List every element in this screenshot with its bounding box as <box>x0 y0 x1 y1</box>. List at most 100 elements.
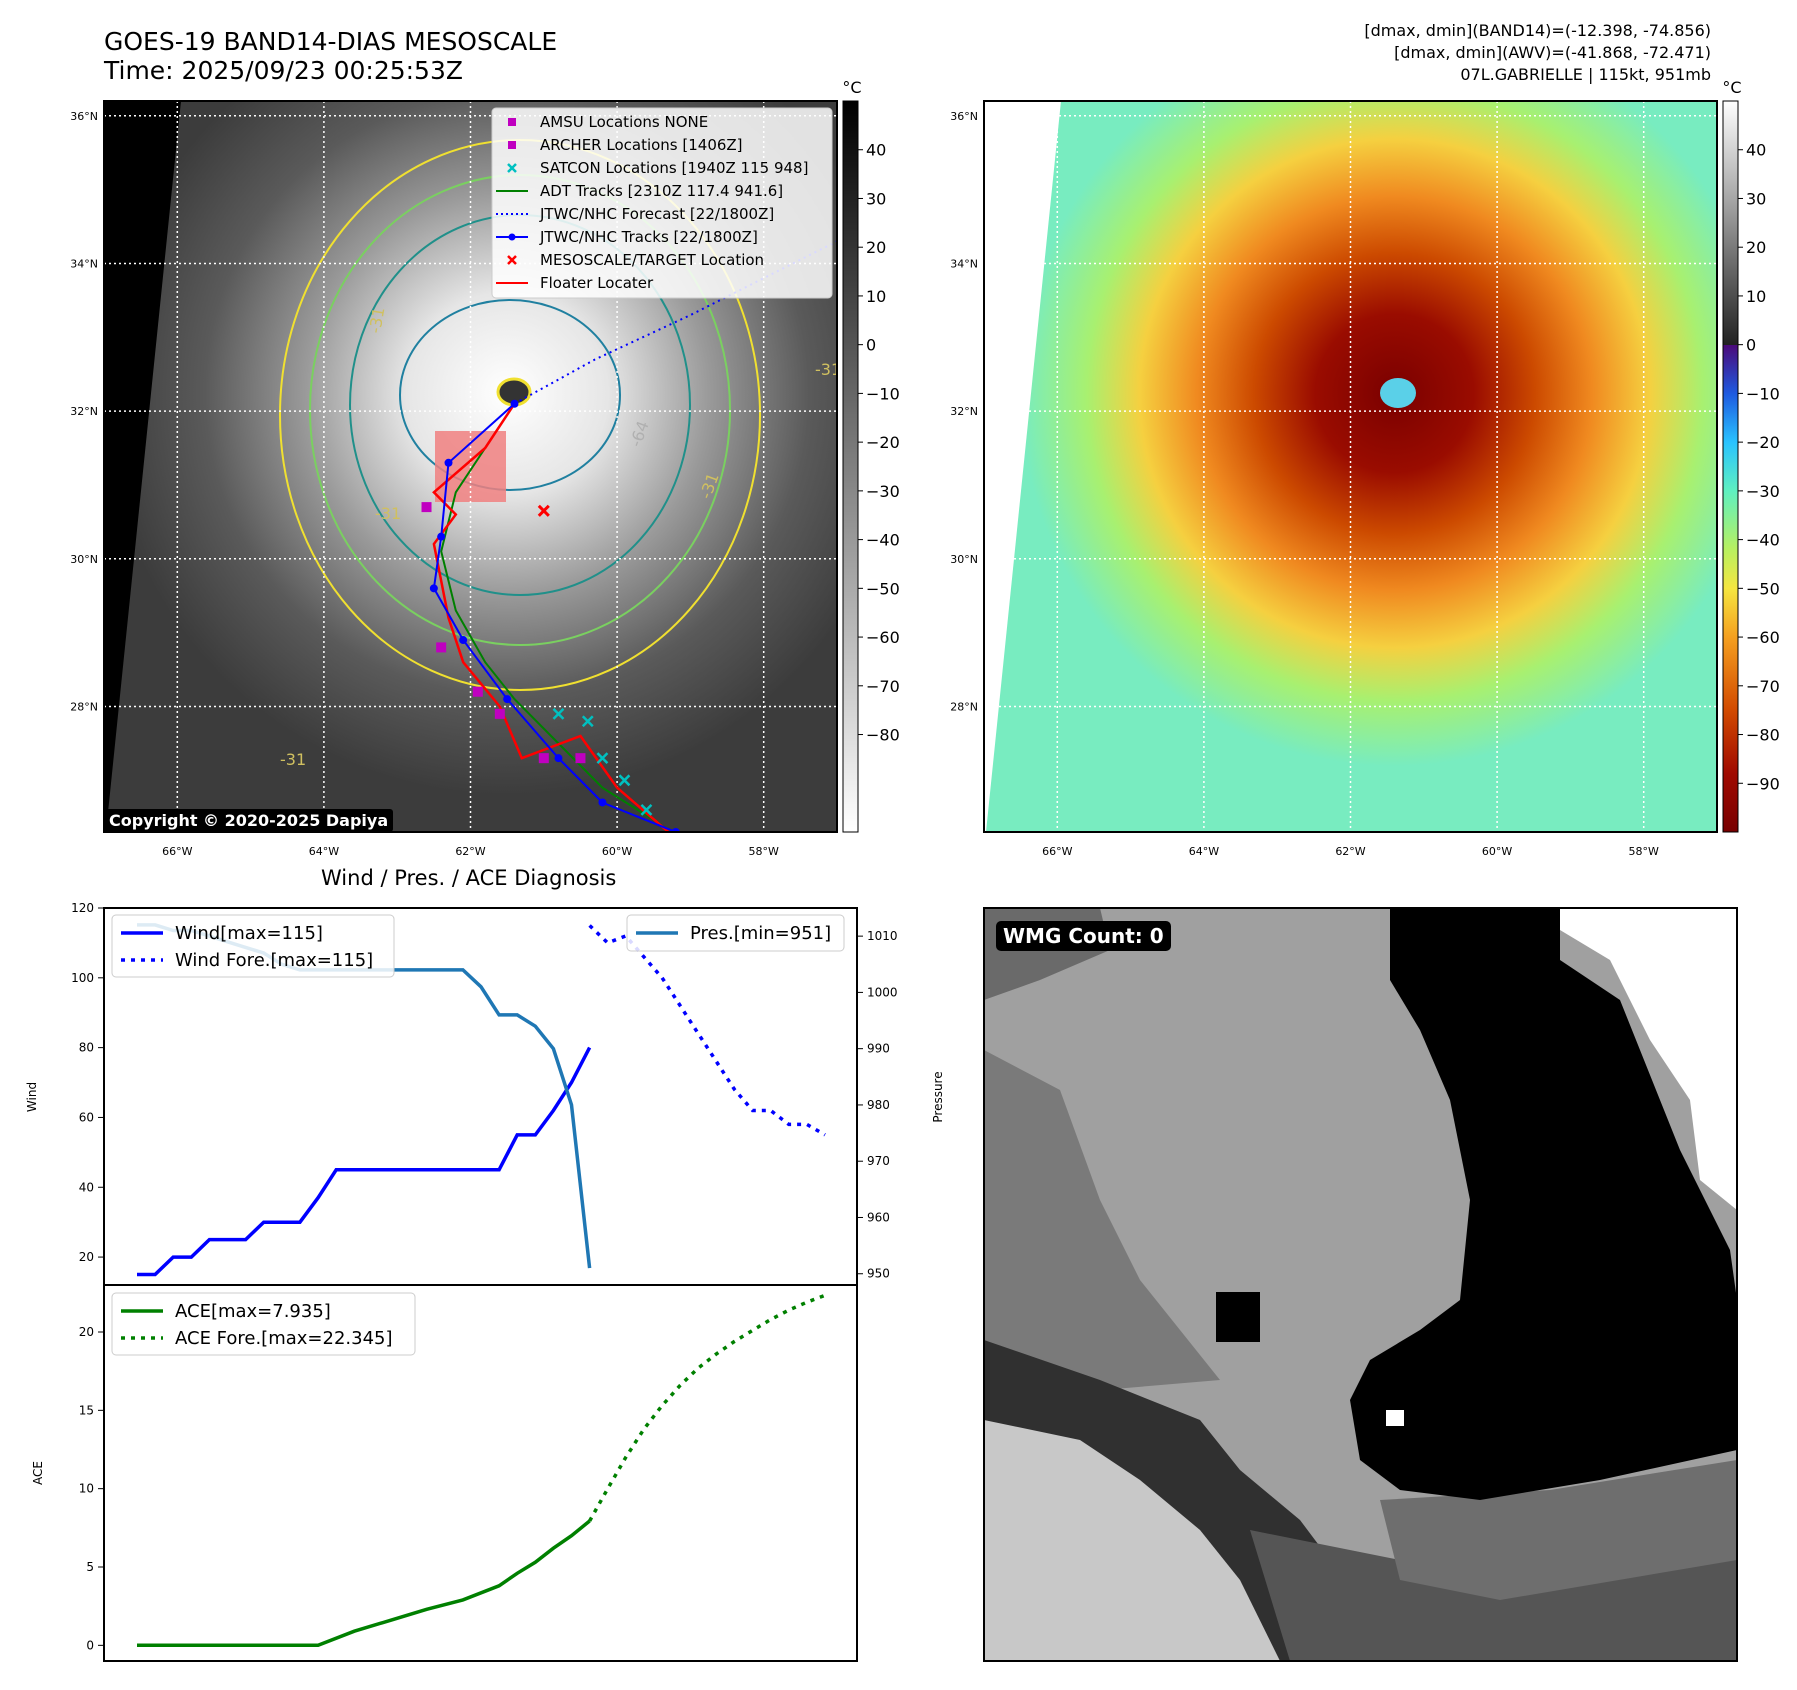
archer-point <box>538 753 549 764</box>
pressure-tick-label: 1000 <box>867 985 898 999</box>
pressure-tick-label: 990 <box>867 1042 890 1056</box>
colorbar-tick-label: −70 <box>866 677 900 696</box>
legend-label: Floater Locater <box>540 274 654 292</box>
series-line <box>137 1046 592 1277</box>
colorbar-tick-label: −30 <box>1746 482 1780 501</box>
colorbar-tick-label: 10 <box>1746 287 1766 306</box>
legend-label: Wind[max=115] <box>175 923 323 944</box>
wind-axis-label: Wind <box>25 1082 39 1112</box>
jtwc-track-point <box>444 458 453 467</box>
lon-tick-label: 62°W <box>1335 845 1365 858</box>
colorbar-tick-label: −60 <box>866 628 900 647</box>
jtwc-forecast-line <box>514 240 837 405</box>
jtwc-track-point <box>429 584 438 593</box>
storm-eye <box>1380 378 1416 408</box>
lon-tick-label: 60°W <box>602 845 632 858</box>
legend-label: ACE Fore.[max=22.345] <box>175 1328 393 1349</box>
gray-colorbar: 40 30 20 10 0 −10 −20 −30 −40 −50 −60 −70 −80 <box>842 100 900 833</box>
jtwc-track-point <box>459 636 468 645</box>
jtwc-track-point <box>510 399 519 408</box>
colorbar-tick-label: −10 <box>1746 384 1780 403</box>
no-data-region <box>104 101 181 832</box>
series-line <box>137 1519 591 1648</box>
color-ir-map-panel <box>984 101 1717 832</box>
colorbar-tick-label: 40 <box>1746 141 1766 160</box>
legend-label: MESOSCALE/TARGET Location <box>540 251 764 269</box>
colorbar-tick-label: 10 <box>866 287 886 306</box>
legend-marker <box>508 118 516 126</box>
archer-point <box>421 502 432 513</box>
wind-tick-label: 120 <box>71 901 94 915</box>
colorbar-tick-label: 0 <box>1746 336 1756 355</box>
jtwc-track-point <box>437 532 446 541</box>
floater-track-line <box>432 403 670 832</box>
colorbar-tick-label: −10 <box>866 384 900 403</box>
series-line <box>588 1293 826 1522</box>
colorbar-tick-label: −80 <box>866 726 900 745</box>
figure-time: Time: 2025/09/23 00:25:53Z <box>104 56 463 85</box>
pressure-tick-label: 980 <box>867 1098 890 1112</box>
wind-tick-label: 40 <box>79 1180 94 1194</box>
lat-tick-label: 30°N <box>70 553 98 566</box>
storm-tracks <box>421 240 837 832</box>
lon-tick-label: 58°W <box>1629 845 1659 858</box>
color-colorbar: 40 30 20 10 0 −10 −20 −30 −40 −50 −60 −70 −80 −90 <box>1722 100 1780 833</box>
contour-label: -31 <box>375 504 401 523</box>
colorbar-tick-label: 30 <box>1746 189 1766 208</box>
lon-tick-label: 60°W <box>1482 845 1512 858</box>
colorbar-tick-label: −40 <box>866 531 900 550</box>
archer-point <box>575 753 586 764</box>
ace-legend-box <box>111 1292 416 1356</box>
jtwc-track-point <box>598 798 607 807</box>
series-line <box>588 924 826 1137</box>
info-awv-range: [dmax, dmin](AWV)=(-41.868, -72.471) <box>1394 43 1711 62</box>
ace-tick-label: 20 <box>79 1325 94 1339</box>
ace-panel: 0 5 10 15 20 ACE ACE[max=7.935] ACE Fore.[max… <box>31 1284 858 1662</box>
archer-point <box>494 708 505 719</box>
lat-tick-label: 32°N <box>70 405 98 418</box>
wmg-frame <box>983 907 1738 1662</box>
colorbar-tick-label: −20 <box>866 433 900 452</box>
colorbar-unit: °C <box>842 78 861 97</box>
lon-tick-label: 62°W <box>455 845 485 858</box>
contour-line <box>399 299 621 491</box>
colorbar-tick-label: 0 <box>866 336 876 355</box>
colorbar-tick-label: −90 <box>1746 774 1780 793</box>
pressure-tick-label: 960 <box>867 1210 890 1224</box>
copyright-badge: Copyright © 2020-2025 Dapiya <box>104 809 394 832</box>
pressure-axis-label: Pressure <box>931 1071 945 1122</box>
target-location-marker <box>537 504 550 517</box>
legend-marker <box>508 141 516 149</box>
wmg-count-badge: WMG Count: 0 <box>996 921 1171 951</box>
wind-legend-box <box>111 914 395 978</box>
map-axis-labels: 36°N 34°N 32°N 30°N 28°N 66°W 64°W 62°W 60°W 58°W <box>70 110 779 858</box>
colorbar-unit: °C <box>1722 78 1741 97</box>
colorbar-tick-label: −50 <box>866 579 900 598</box>
wind-pressure-panel: 20 40 60 80 100 120 950 960 970 980 990 1000 1010 W… <box>25 901 945 1286</box>
satcon-point <box>618 774 631 787</box>
satcon-point <box>596 752 609 765</box>
map-gridlines <box>984 101 1717 832</box>
map-frame <box>983 100 1718 833</box>
pressure-tick-label: 970 <box>867 1154 890 1168</box>
lat-tick-label: 34°N <box>950 257 978 270</box>
lat-tick-label: 34°N <box>70 257 98 270</box>
legend-label: JTWC/NHC Tracks [22/1800Z] <box>539 228 758 246</box>
ace-axis-label: ACE <box>31 1461 45 1485</box>
colorbar-tick-label: 40 <box>866 141 886 160</box>
archer-point <box>472 686 483 697</box>
legend-label: JTWC/NHC Forecast [22/1800Z] <box>539 205 774 223</box>
info-storm: 07L.GABRIELLE | 115kt, 951mb <box>1460 65 1711 84</box>
no-data-region <box>984 101 1061 832</box>
legend-marker <box>508 233 516 241</box>
lon-tick-label: 64°W <box>1189 845 1219 858</box>
lat-tick-label: 28°N <box>70 700 98 713</box>
wind-tick-label: 80 <box>79 1041 94 1055</box>
jtwc-track-point <box>503 695 512 704</box>
colorbar-tick-label: 20 <box>1746 238 1766 257</box>
ace-tick-label: 10 <box>79 1482 94 1496</box>
colorbar-tick-label: −70 <box>1746 677 1780 696</box>
lon-tick-label: 64°W <box>309 845 339 858</box>
ace-tick-label: 15 <box>79 1403 94 1417</box>
